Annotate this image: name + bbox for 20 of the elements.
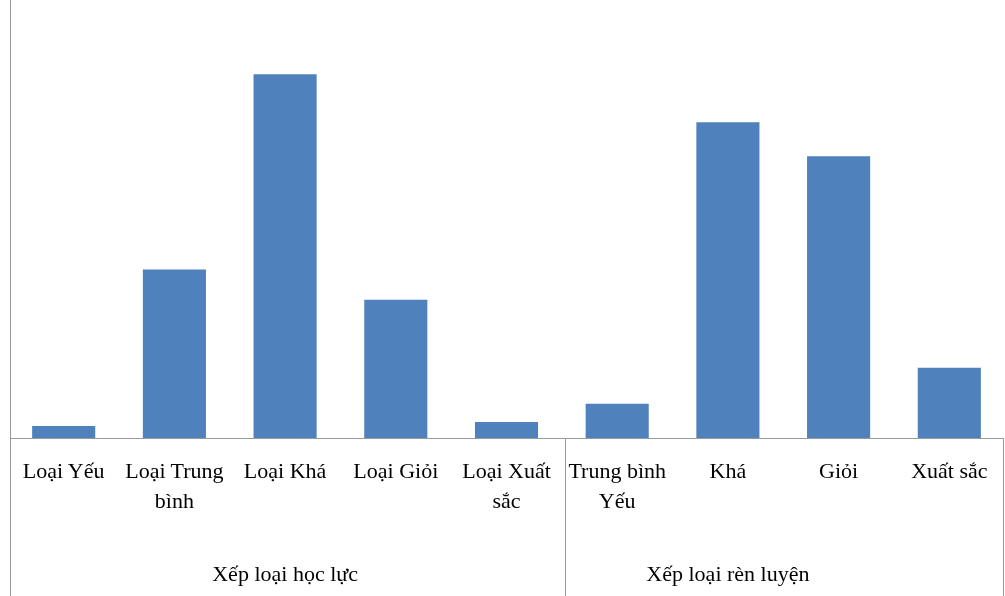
x-tick-label: Giỏi: [819, 457, 859, 483]
x-tick-label: Xuất sắc: [911, 457, 988, 483]
x-tick-label: Khá: [709, 457, 747, 483]
x-tick-label: Loại Giỏi: [353, 457, 439, 483]
bar: [142, 269, 206, 438]
bar: [474, 421, 539, 438]
x-tick-label: Loại Khá: [243, 457, 327, 483]
bar: [585, 403, 649, 438]
x-tick-label: Trung bình Yếu: [568, 457, 667, 513]
bar: [364, 299, 428, 438]
bar: [253, 74, 317, 438]
bar: [32, 425, 96, 438]
x-tick-label: Loại Yếu: [22, 457, 105, 483]
x-tick-label: Loại Xuất sắc: [462, 457, 551, 513]
bar: [696, 122, 760, 438]
text: Xếp loại học lực: [212, 561, 359, 586]
bar: [917, 367, 981, 438]
text: Xếp loại rèn luyện: [646, 561, 810, 586]
bar: [807, 156, 871, 438]
x-tick-label: Loại Trung bình: [125, 457, 224, 513]
